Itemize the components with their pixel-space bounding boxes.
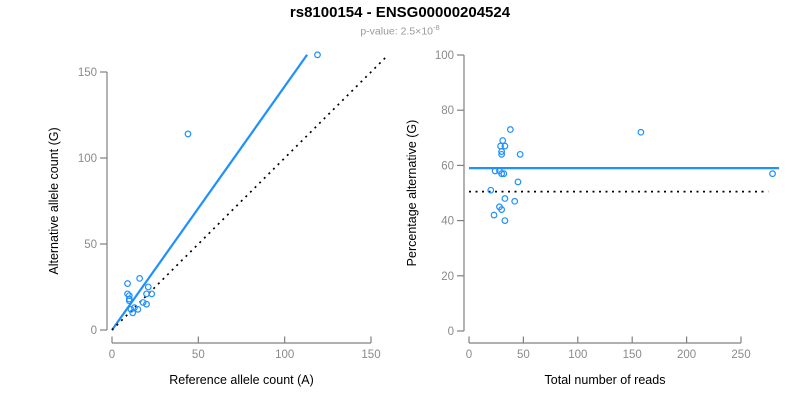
data-point xyxy=(134,305,142,313)
x-tick-label: 150 xyxy=(623,349,642,361)
data-point xyxy=(501,142,509,150)
data-point xyxy=(637,128,645,136)
x-tick-label: 100 xyxy=(568,349,587,361)
data-point xyxy=(139,299,147,306)
data-point xyxy=(148,290,156,298)
x-tick-label: 0 xyxy=(466,349,472,361)
data-point xyxy=(125,297,133,305)
identity-line xyxy=(111,54,389,331)
data-point xyxy=(314,51,321,59)
y-axis-title: Percentage alternative (G) xyxy=(405,120,419,267)
data-point xyxy=(490,211,498,219)
data-point xyxy=(501,195,509,202)
data-point xyxy=(498,150,506,158)
x-axis-title: Total number of reads xyxy=(545,373,666,387)
figure-title: rs8100154 - ENSG00000204524 xyxy=(289,4,511,21)
data-point xyxy=(498,148,506,156)
y-tick-label: 150 xyxy=(78,67,97,79)
figure-subtitle: p-value: 2.5×10-8 xyxy=(0,23,800,38)
data-point xyxy=(514,178,522,186)
y-tick-label: 60 xyxy=(441,160,454,172)
y-tick-label: 80 xyxy=(441,105,454,117)
data-point xyxy=(501,217,509,225)
y-tick-label: 100 xyxy=(435,50,454,62)
data-point xyxy=(144,283,152,291)
pvalue-label: p-value: 2.5×10 xyxy=(360,25,433,38)
y-tick-label: 40 xyxy=(441,216,454,228)
data-point xyxy=(511,197,519,205)
x-tick-label: 0 xyxy=(109,349,115,361)
right-scatter-plot: 0 20 40 60 80 100 0 50 100 150 200 250 Total number … xyxy=(405,50,780,387)
y-tick-label: 100 xyxy=(78,153,97,165)
data-point xyxy=(498,170,506,178)
data-point xyxy=(184,130,192,138)
x-tick-label: 250 xyxy=(731,349,750,361)
data-point xyxy=(129,309,137,317)
data-point xyxy=(491,167,499,175)
data-point xyxy=(136,275,144,282)
x-axis-title: Reference allele count (A) xyxy=(169,373,314,387)
y-tick-label: 50 xyxy=(84,239,97,251)
data-point xyxy=(498,206,506,213)
x-tick-label: 50 xyxy=(517,349,530,361)
y-tick-label: 0 xyxy=(448,326,454,338)
data-point xyxy=(487,186,495,194)
data-point xyxy=(506,126,514,133)
y-axis-title: Alternative allele count (G) xyxy=(47,127,61,274)
left-scatter-plot: 0 50 100 150 0 50 100 150 Reference allele count… xyxy=(47,51,389,387)
pvalue-exponent: -8 xyxy=(433,23,440,32)
data-point xyxy=(516,150,524,158)
data-point xyxy=(500,170,508,178)
x-tick-label: 200 xyxy=(677,349,696,361)
data-point xyxy=(124,280,131,287)
x-tick-label: 100 xyxy=(275,349,294,361)
y-tick-label: 20 xyxy=(441,271,454,283)
regression-line xyxy=(111,54,309,331)
x-tick-label: 150 xyxy=(361,349,380,361)
data-point xyxy=(769,170,776,178)
data-point xyxy=(499,137,507,144)
data-point xyxy=(127,305,135,313)
data-point xyxy=(143,300,150,308)
x-tick-label: 50 xyxy=(192,349,205,361)
y-tick-label: 0 xyxy=(91,325,97,337)
